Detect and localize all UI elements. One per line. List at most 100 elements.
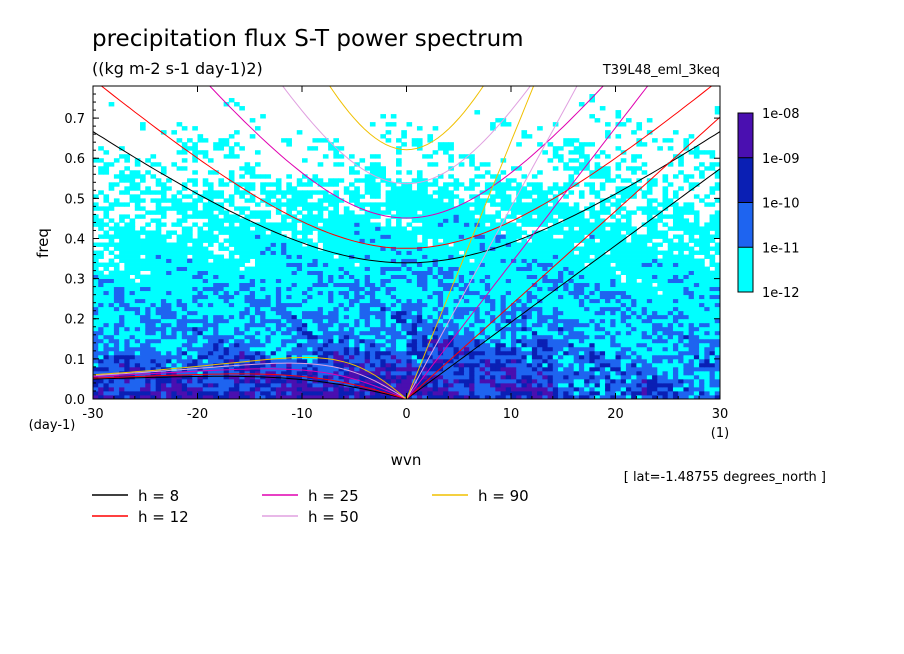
spectrum-cell: [688, 374, 695, 380]
spectrum-cell: [479, 290, 486, 296]
spectrum-cell: [338, 282, 345, 288]
spectrum-cell: [683, 302, 690, 308]
spectrum-cell: [119, 342, 125, 348]
spectrum-cell: [213, 318, 219, 324]
spectrum-cell: [453, 314, 460, 320]
spectrum-cell: [364, 346, 371, 352]
spectrum-cell: [98, 226, 104, 231]
spectrum-cell: [307, 330, 313, 336]
spectrum-cell: [490, 390, 496, 396]
spectrum-cell: [119, 390, 125, 396]
spectrum-cell: [181, 326, 188, 332]
spectrum-cell: [474, 270, 481, 275]
spectrum-cell: [223, 338, 230, 344]
spectrum-cell: [291, 314, 298, 320]
spectrum-cell: [453, 234, 460, 239]
spectrum-cell: [406, 310, 413, 316]
spectrum-cell: [411, 374, 418, 380]
spectrum-cell: [474, 366, 481, 372]
spectrum-cell: [422, 286, 428, 292]
spectrum-cell: [364, 322, 371, 328]
spectrum-cell: [171, 230, 178, 235]
spectrum-cell: [552, 314, 559, 320]
spectrum-cell: [641, 338, 648, 344]
spectrum-cell: [495, 250, 501, 255]
spectrum-cell: [437, 322, 444, 328]
spectrum-cell: [134, 334, 141, 340]
spectrum-cell: [385, 246, 392, 251]
spectrum-cell: [113, 302, 120, 308]
spectrum-cell: [160, 270, 167, 275]
spectrum-cell: [568, 254, 575, 259]
spectrum-cell: [176, 382, 183, 388]
spectrum-cell: [463, 258, 470, 263]
spectrum-cell: [542, 374, 548, 380]
spectrum-cell: [302, 382, 308, 388]
spectrum-cell: [678, 282, 684, 288]
spectrum-cell: [610, 298, 616, 304]
spectrum-cell: [396, 330, 402, 336]
spectrum-cell: [364, 330, 371, 336]
spectrum-cell: [443, 234, 449, 239]
spectrum-cell: [333, 258, 339, 263]
spectrum-cell: [437, 314, 444, 320]
spectrum-cell: [181, 254, 188, 259]
spectrum-cell: [599, 354, 606, 360]
spectrum-cell: [453, 346, 460, 352]
spectrum-cell: [625, 338, 632, 344]
spectrum-cell: [490, 270, 496, 275]
spectrum-cell: [568, 270, 575, 275]
spectrum-cell: [558, 334, 564, 340]
spectrum-cell: [610, 378, 616, 384]
spectrum-cell: [349, 314, 355, 320]
spectrum-cell: [302, 298, 308, 304]
spectrum-cell: [688, 286, 695, 292]
spectrum-cell: [605, 382, 611, 388]
spectrum-cell: [709, 362, 716, 368]
spectrum-cell: [505, 302, 512, 308]
spectrum-cell: [134, 366, 141, 372]
spectrum-cell: [113, 246, 120, 251]
spectrum-cell: [286, 254, 292, 259]
spectrum-cell: [578, 346, 585, 352]
spectrum-cell: [218, 346, 225, 352]
spectrum-cell: [531, 238, 538, 243]
spectrum-cell: [124, 242, 130, 247]
spectrum-cell: [620, 326, 627, 332]
spectrum-cell: [448, 362, 454, 368]
spectrum-cell: [469, 238, 475, 243]
spectrum-cell: [396, 354, 402, 360]
spectrum-cell: [411, 258, 418, 263]
spectrum-cell: [239, 246, 245, 251]
spectrum-cell: [463, 262, 470, 267]
spectrum-cell: [443, 270, 449, 275]
spectrum-cell: [93, 286, 99, 292]
spectrum-cell: [542, 350, 548, 356]
spectrum-cell: [150, 246, 157, 251]
spectrum-cell: [678, 306, 684, 312]
spectrum-cell: [234, 286, 240, 292]
spectrum-cell: [516, 298, 522, 304]
spectrum-cell: [693, 302, 700, 308]
spectrum-cell: [500, 274, 507, 280]
spectrum-cell: [584, 386, 590, 392]
spectrum-cell: [207, 330, 214, 336]
spectrum-cell: [302, 270, 308, 275]
spectrum-cell: [631, 230, 637, 235]
spectrum-cell: [338, 294, 345, 300]
spectrum-cell: [349, 338, 355, 344]
spectrum-cell: [416, 286, 423, 292]
spectrum-cell: [652, 250, 658, 255]
spectrum-cell: [662, 258, 669, 263]
spectrum-cell: [140, 242, 146, 247]
spectrum-cell: [672, 266, 679, 271]
spectrum-cell: [688, 346, 695, 352]
spectrum-cell: [181, 350, 188, 356]
spectrum-cell: [693, 378, 700, 384]
spectrum-cell: [678, 374, 684, 380]
spectrum-cell: [463, 354, 470, 360]
spectrum-cell: [443, 278, 449, 284]
spectrum-cell: [427, 350, 434, 356]
spectrum-cell: [369, 270, 376, 275]
spectrum-cell: [181, 382, 188, 388]
